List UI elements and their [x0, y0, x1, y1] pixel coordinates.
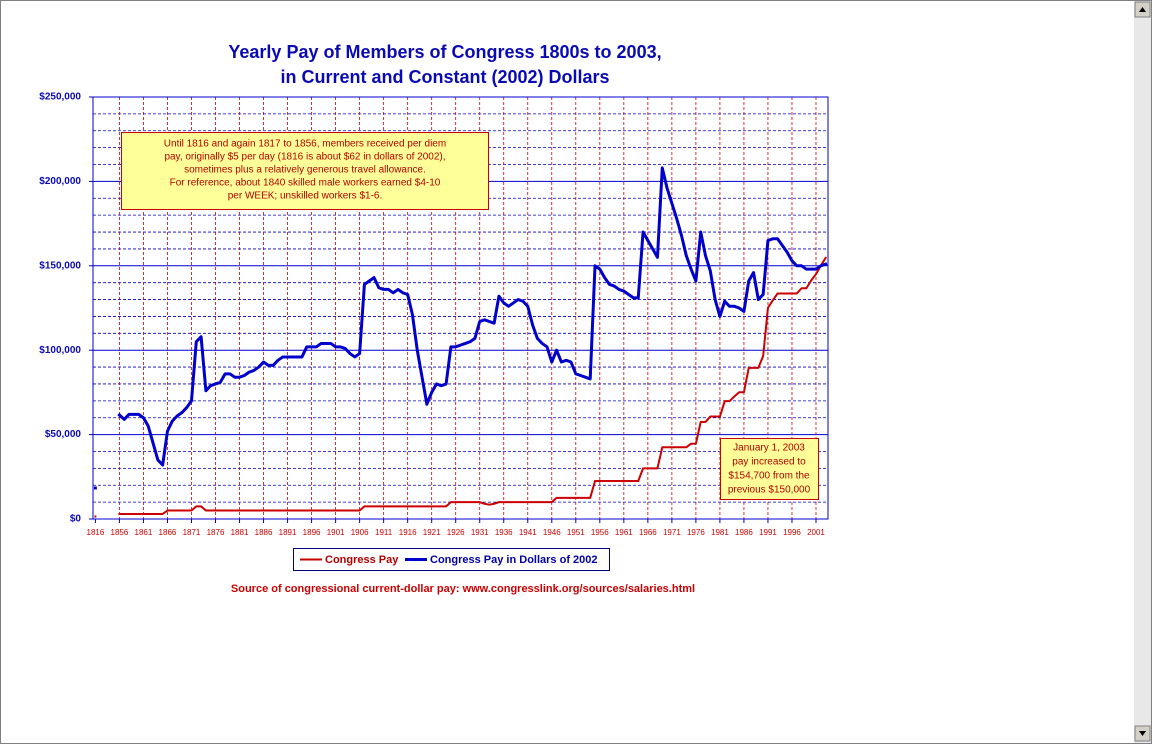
x-tick-label: 1961	[615, 528, 633, 537]
scrollbar-track[interactable]	[1134, 1, 1151, 743]
x-tick-label: 1906	[351, 528, 369, 537]
x-tick-label: 1956	[591, 528, 609, 537]
x-tick-label: 1916	[399, 528, 417, 537]
annotation-text: previous $150,000	[728, 485, 811, 496]
x-tick-label: 1946	[543, 528, 561, 537]
x-tick-label: 1966	[639, 528, 657, 537]
legend-label: Congress Pay in Dollars of 2002	[430, 554, 598, 566]
x-tick-label: 1936	[495, 528, 513, 537]
x-tick-label: 1941	[519, 528, 537, 537]
y-tick-label: $0	[70, 514, 82, 525]
annotation-box	[121, 132, 489, 210]
x-tick-label: 1876	[207, 528, 225, 537]
annotations: Until 1816 and again 1817 to 1856, membe…	[164, 139, 811, 496]
y-tick-label: $100,000	[39, 345, 81, 356]
x-tick-label: 1991	[759, 528, 777, 537]
annotation-text: For reference, about 1840 skilled male w…	[170, 178, 441, 189]
chart-title: Yearly Pay of Members of Congress 1800s …	[228, 42, 661, 62]
x-tick-label: 1951	[567, 528, 585, 537]
x-tick-label: 1971	[663, 528, 681, 537]
x-tick-label: 1996	[783, 528, 801, 537]
plot-border	[92, 96, 829, 520]
source-note: Source of congressional current-dollar p…	[231, 583, 695, 595]
annotation-text: sometimes plus a relatively generous tra…	[184, 165, 426, 176]
x-tick-label: 1921	[423, 528, 441, 537]
series-line	[93, 166, 828, 490]
legend-label: Congress Pay	[325, 554, 399, 566]
arrow-down-icon	[1139, 731, 1146, 736]
x-tick-label: 1931	[471, 528, 489, 537]
y-tick-label: $150,000	[39, 260, 81, 271]
series-line	[94, 256, 827, 518]
x-tick-label: 1911	[375, 528, 393, 537]
x-tick-label: 1886	[255, 528, 273, 537]
y-tick-label: $50,000	[45, 429, 82, 440]
x-tick-label: 1896	[303, 528, 321, 537]
y-tick-label: $250,000	[39, 92, 81, 103]
x-tick-label: 1891	[279, 528, 297, 537]
x-tick-label: 1901	[327, 528, 345, 537]
legend: Congress Pay Congress Pay in Dollars of 2…	[300, 554, 598, 566]
x-tick-label: 1976	[687, 528, 705, 537]
chart-title: in Current and Constant (2002) Dollars	[280, 67, 609, 87]
x-tick-label: 1856	[111, 528, 129, 537]
x-tick-label: 1871	[183, 528, 201, 537]
y-tick-label: $200,000	[39, 176, 81, 187]
arrow-up-icon	[1139, 7, 1146, 12]
annotation-text: Until 1816 and again 1817 to 1856, membe…	[164, 139, 446, 150]
x-tick-label: 1881	[231, 528, 249, 537]
annotation-text: $154,700 from the	[728, 471, 810, 482]
x-tick-label: 1981	[711, 528, 729, 537]
annotation-text: per WEEK; unskilled workers $1-6.	[228, 191, 383, 202]
annotation-box	[720, 438, 819, 500]
legend-box	[293, 548, 610, 571]
annotation-text: January 1, 2003	[733, 443, 805, 454]
x-tick-label: 1986	[735, 528, 753, 537]
x-tick-label: 2001	[807, 528, 825, 537]
x-tick-label: 1816	[87, 528, 105, 537]
annotation-text: pay, originally $5 per day (1816 is abou…	[164, 152, 445, 163]
annotation-text: pay increased to	[732, 457, 806, 468]
x-tick-label: 1861	[135, 528, 153, 537]
x-tick-label: 1866	[159, 528, 177, 537]
x-tick-label: 1926	[447, 528, 465, 537]
